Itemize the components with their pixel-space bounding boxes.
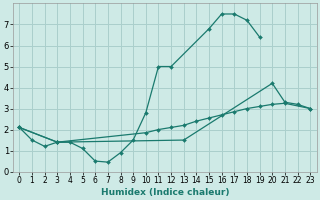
X-axis label: Humidex (Indice chaleur): Humidex (Indice chaleur)	[100, 188, 229, 197]
